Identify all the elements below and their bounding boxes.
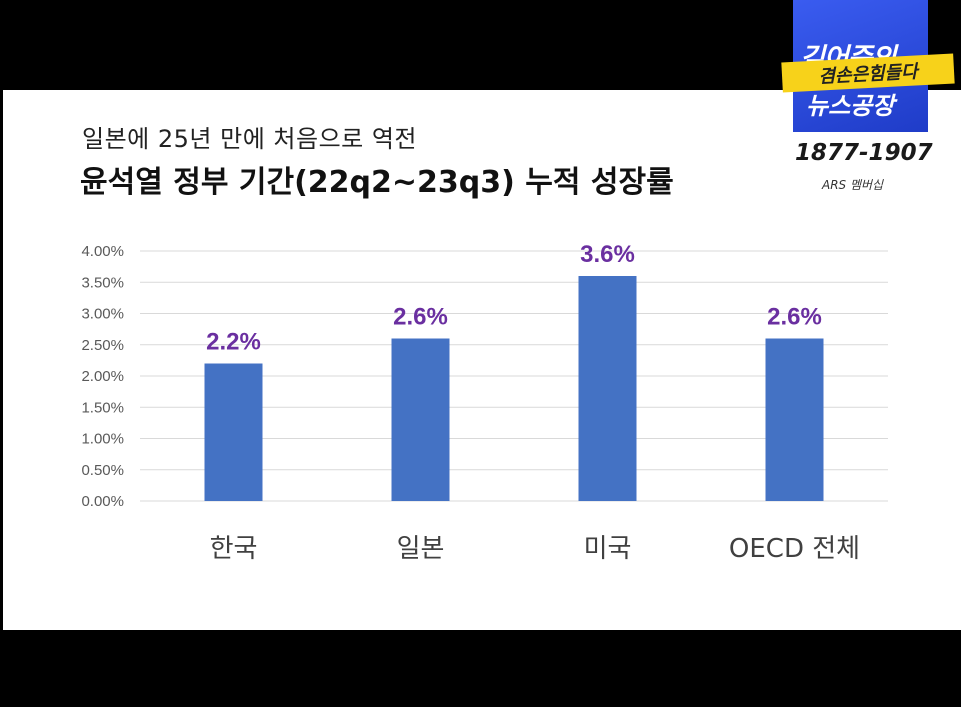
y-tick-label: 4.00% bbox=[81, 243, 124, 260]
y-tick-label: 0.00% bbox=[81, 493, 124, 510]
x-category-label: 일본 bbox=[397, 534, 445, 564]
bar bbox=[765, 338, 824, 501]
y-tick-label: 3.50% bbox=[81, 274, 124, 291]
bar bbox=[578, 276, 637, 501]
y-tick-label: 1.50% bbox=[81, 399, 124, 416]
bar bbox=[204, 363, 263, 501]
data-label: 2.2% bbox=[206, 329, 261, 356]
data-label: 3.6% bbox=[580, 241, 635, 268]
bar bbox=[391, 338, 450, 501]
data-label: 2.6% bbox=[767, 304, 822, 331]
logo-ars: ARS 멤버십 bbox=[822, 178, 884, 192]
chart-title: 윤석열 정부 기간(22q2~23q3) 누적 성장률 bbox=[80, 165, 674, 200]
y-tick-label: 2.50% bbox=[81, 337, 124, 354]
x-category-label: 미국 bbox=[584, 534, 632, 564]
y-tick-label: 0.50% bbox=[81, 462, 124, 479]
y-tick-label: 3.00% bbox=[81, 306, 124, 323]
data-label: 2.6% bbox=[393, 304, 448, 331]
chart-subtitle: 일본에 25년 만에 처음으로 역전 bbox=[82, 125, 418, 153]
logo-years: 1877-1907 bbox=[795, 140, 933, 166]
x-category-label: OECD 전체 bbox=[729, 534, 860, 564]
y-tick-label: 2.00% bbox=[81, 368, 124, 385]
y-tick-label: 1.00% bbox=[81, 431, 124, 448]
x-category-label: 한국 bbox=[210, 534, 258, 564]
logo-text-bottom: 뉴스공장 bbox=[806, 92, 895, 120]
